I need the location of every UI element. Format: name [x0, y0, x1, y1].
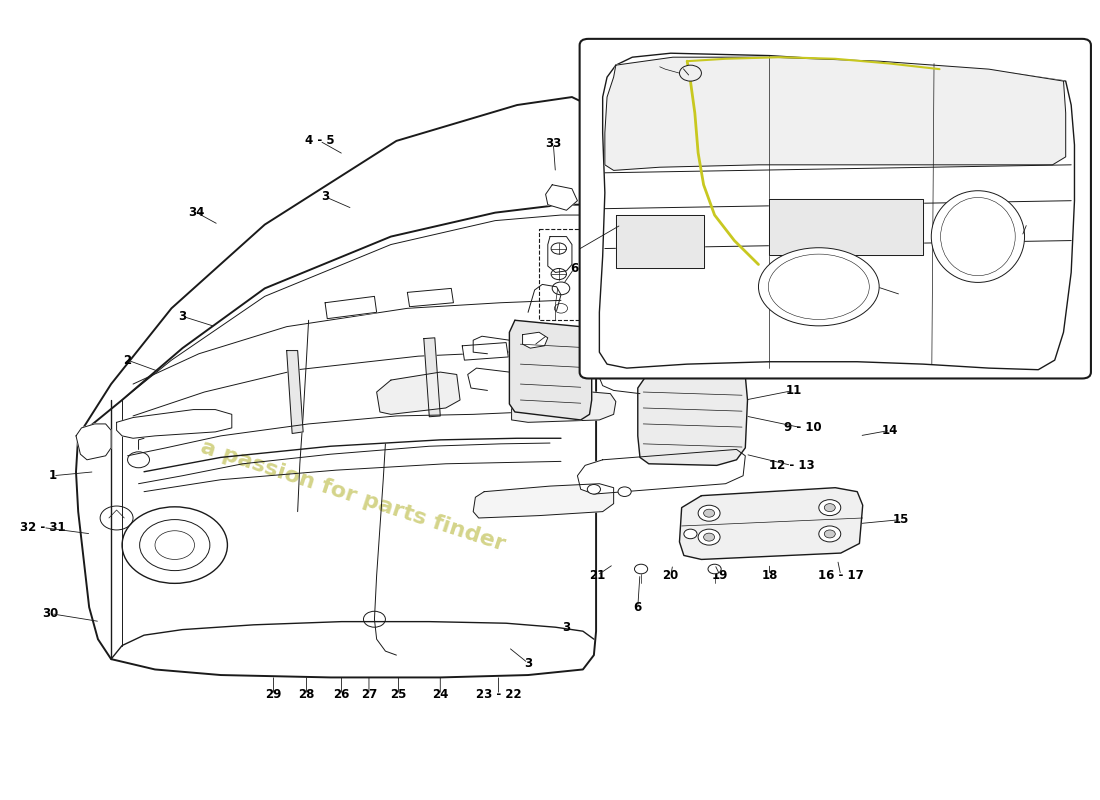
Circle shape — [708, 564, 722, 574]
Circle shape — [635, 564, 648, 574]
Polygon shape — [512, 392, 616, 422]
Text: 19: 19 — [712, 569, 728, 582]
Polygon shape — [287, 350, 304, 434]
Text: 20: 20 — [662, 569, 679, 582]
Ellipse shape — [932, 190, 1024, 282]
Polygon shape — [548, 237, 572, 273]
Polygon shape — [638, 364, 748, 466]
Text: a passion for parts finder: a passion for parts finder — [198, 437, 507, 554]
Text: 33: 33 — [546, 137, 561, 150]
Polygon shape — [117, 410, 232, 438]
Polygon shape — [578, 450, 746, 494]
Circle shape — [704, 533, 715, 541]
Polygon shape — [76, 424, 111, 460]
Polygon shape — [326, 296, 376, 318]
Polygon shape — [473, 484, 614, 518]
Text: 6: 6 — [570, 262, 579, 275]
Polygon shape — [462, 342, 508, 360]
Text: 30: 30 — [43, 607, 59, 620]
FancyBboxPatch shape — [580, 39, 1091, 378]
Text: 12 - 13: 12 - 13 — [769, 459, 814, 472]
Text: 7 - 8: 7 - 8 — [606, 218, 636, 231]
Text: 4 - 5: 4 - 5 — [305, 134, 334, 147]
Circle shape — [824, 504, 835, 512]
Circle shape — [824, 530, 835, 538]
Ellipse shape — [759, 248, 879, 326]
Text: 24: 24 — [432, 689, 449, 702]
Text: 37: 37 — [893, 288, 910, 302]
Text: 21: 21 — [590, 569, 605, 582]
Text: 16 - 17: 16 - 17 — [818, 569, 864, 582]
Polygon shape — [680, 488, 862, 559]
Text: 3: 3 — [562, 621, 571, 634]
Text: 6: 6 — [634, 601, 642, 614]
Circle shape — [698, 506, 720, 521]
Circle shape — [818, 526, 840, 542]
Polygon shape — [605, 57, 1066, 170]
Polygon shape — [769, 199, 923, 255]
Text: 15: 15 — [893, 513, 910, 526]
Text: 9 - 10: 9 - 10 — [783, 422, 822, 434]
Polygon shape — [522, 332, 548, 348]
Circle shape — [618, 487, 631, 497]
Text: 32 - 31: 32 - 31 — [20, 521, 66, 534]
Text: 23 - 22: 23 - 22 — [475, 689, 521, 702]
Polygon shape — [407, 288, 453, 306]
Circle shape — [698, 529, 720, 545]
Text: 35: 35 — [540, 328, 556, 341]
Text: 2: 2 — [123, 354, 132, 366]
Ellipse shape — [768, 254, 869, 319]
Polygon shape — [509, 320, 592, 420]
Polygon shape — [424, 338, 440, 417]
Text: 1: 1 — [48, 470, 57, 482]
Polygon shape — [546, 185, 578, 210]
Text: 18: 18 — [761, 569, 778, 582]
Polygon shape — [376, 372, 460, 414]
Text: 3: 3 — [178, 310, 187, 322]
Text: 3: 3 — [321, 190, 329, 203]
Ellipse shape — [940, 198, 1015, 276]
Text: 26: 26 — [333, 689, 350, 702]
Text: 28: 28 — [298, 689, 315, 702]
Text: 34: 34 — [188, 206, 205, 219]
Text: 25: 25 — [390, 689, 407, 702]
Text: 38: 38 — [1019, 217, 1035, 230]
Text: 29: 29 — [265, 689, 282, 702]
Polygon shape — [600, 54, 1075, 370]
Circle shape — [587, 485, 601, 494]
Circle shape — [680, 65, 702, 81]
Circle shape — [704, 510, 715, 517]
Text: 14: 14 — [882, 424, 899, 437]
Circle shape — [684, 529, 697, 538]
Text: 27: 27 — [361, 689, 377, 702]
Text: 11: 11 — [785, 384, 802, 397]
Polygon shape — [616, 215, 704, 269]
Circle shape — [818, 500, 840, 515]
Text: 3: 3 — [524, 657, 532, 670]
Text: 36: 36 — [673, 60, 690, 74]
